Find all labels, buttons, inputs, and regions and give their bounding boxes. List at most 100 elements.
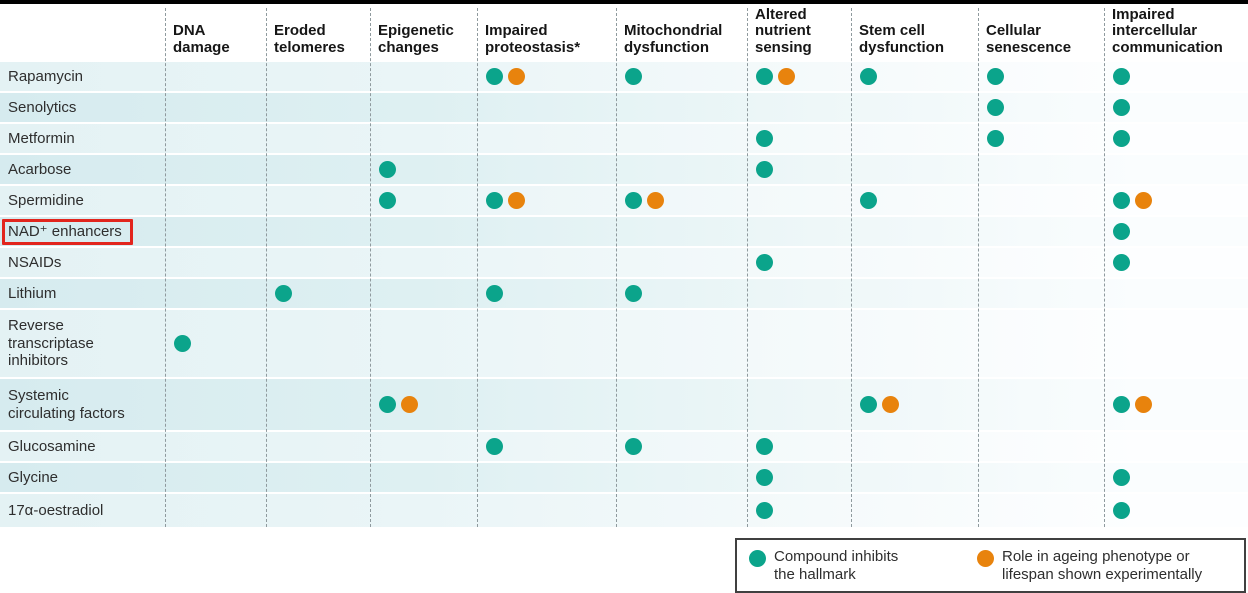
cell-metformin-impaired-proteostasis	[477, 124, 616, 153]
column-separator	[165, 8, 166, 527]
cell-glycine-stem-cell-dysfunction	[851, 463, 978, 492]
cell-17-oestradiol-eroded-telomeres	[266, 494, 370, 527]
cell-senolytics-eroded-telomeres	[266, 93, 370, 122]
cell-reverse-transcriptase-inhibitors-eroded-telomeres	[266, 310, 370, 377]
column-header-eroded-telomeres: Eroded telomeres	[274, 22, 345, 57]
row-nad-enhancers: NAD⁺ enhancers	[0, 217, 1248, 246]
orange-dot-icon	[1135, 396, 1152, 413]
cell-reverse-transcriptase-inhibitors-impaired-intercellular-communication	[1104, 310, 1248, 377]
cell-lithium-dna-damage	[165, 279, 266, 308]
cell-systemic-circulating-factors-altered-nutrient-sensing	[747, 379, 851, 430]
teal-dot-icon	[756, 438, 773, 455]
cell-senolytics-cellular-senescence	[978, 93, 1104, 122]
row-label: 17α-oestradiol	[0, 494, 165, 527]
teal-dot-icon	[379, 161, 396, 178]
cell-spermidine-stem-cell-dysfunction	[851, 186, 978, 215]
cell-spermidine-impaired-intercellular-communication	[1104, 186, 1248, 215]
teal-dot-icon	[379, 396, 396, 413]
row-label-text: Lithium	[8, 284, 57, 302]
row-acarbose: Acarbose	[0, 155, 1248, 184]
cell-reverse-transcriptase-inhibitors-altered-nutrient-sensing	[747, 310, 851, 377]
teal-dot-icon	[174, 335, 191, 352]
cell-glycine-altered-nutrient-sensing	[747, 463, 851, 492]
row-spermidine: Spermidine	[0, 186, 1248, 215]
cell-rapamycin-dna-damage	[165, 62, 266, 91]
cell-glycine-impaired-proteostasis	[477, 463, 616, 492]
cell-systemic-circulating-factors-dna-damage	[165, 379, 266, 430]
teal-dot-icon	[625, 285, 642, 302]
row-label: Lithium	[0, 279, 165, 308]
orange-dot-icon	[508, 192, 525, 209]
teal-dot-icon	[756, 161, 773, 178]
row-metformin: Metformin	[0, 124, 1248, 153]
column-header-altered-nutrient-sensing: Altered nutrient sensing	[755, 5, 812, 57]
column-header-impaired-proteostasis: Impaired proteostasis*	[485, 22, 581, 57]
cell-rapamycin-altered-nutrient-sensing	[747, 62, 851, 91]
teal-dot-icon	[860, 68, 877, 85]
cell-metformin-eroded-telomeres	[266, 124, 370, 153]
cell-metformin-altered-nutrient-sensing	[747, 124, 851, 153]
cell-nsaids-impaired-intercellular-communication	[1104, 248, 1248, 277]
orange-dot-icon	[882, 396, 899, 413]
row-label-text: Glucosamine	[8, 437, 96, 455]
cell-rapamycin-epigenetic-changes	[370, 62, 477, 91]
cell-lithium-altered-nutrient-sensing	[747, 279, 851, 308]
row-label: Glycine	[0, 463, 165, 492]
teal-dot-icon	[756, 502, 773, 519]
cell-rapamycin-stem-cell-dysfunction	[851, 62, 978, 91]
row-lithium: Lithium	[0, 279, 1248, 308]
row-label: NSAIDs	[0, 248, 165, 277]
cell-senolytics-impaired-proteostasis	[477, 93, 616, 122]
cell-spermidine-cellular-senescence	[978, 186, 1104, 215]
row-17-oestradiol: 17α-oestradiol	[0, 494, 1248, 527]
cell-glucosamine-impaired-intercellular-communication	[1104, 432, 1248, 461]
orange-dot-icon	[508, 68, 525, 85]
cell-glucosamine-epigenetic-changes	[370, 432, 477, 461]
teal-dot-icon	[1113, 99, 1130, 116]
cell-senolytics-dna-damage	[165, 93, 266, 122]
cell-nsaids-altered-nutrient-sensing	[747, 248, 851, 277]
legend-label-inhibits: Compound inhibits the hallmark	[774, 547, 899, 583]
teal-dot-icon	[625, 68, 642, 85]
cell-nsaids-dna-damage	[165, 248, 266, 277]
cell-17-oestradiol-mitochondrial-dysfunction	[616, 494, 747, 527]
row-label-text: NAD⁺ enhancers	[8, 222, 122, 240]
cell-metformin-cellular-senescence	[978, 124, 1104, 153]
teal-dot-icon	[756, 68, 773, 85]
row-label-text: Metformin	[8, 129, 75, 147]
legend-item-inhibits: Compound inhibits the hallmark	[749, 548, 977, 584]
cell-systemic-circulating-factors-impaired-intercellular-communication	[1104, 379, 1248, 430]
cell-nsaids-mitochondrial-dysfunction	[616, 248, 747, 277]
teal-dot-icon	[275, 285, 292, 302]
row-label-text: 17α-oestradiol	[8, 501, 104, 519]
cell-reverse-transcriptase-inhibitors-mitochondrial-dysfunction	[616, 310, 747, 377]
row-label-text: Senolytics	[8, 98, 77, 116]
teal-dot-icon	[1113, 396, 1130, 413]
row-label: Rapamycin	[0, 62, 165, 91]
row-label-text: NSAIDs	[8, 253, 62, 271]
cell-senolytics-mitochondrial-dysfunction	[616, 93, 747, 122]
cell-metformin-stem-cell-dysfunction	[851, 124, 978, 153]
column-header-stem-cell-dysfunction: Stem cell dysfunction	[859, 22, 944, 57]
teal-dot-icon	[756, 469, 773, 486]
cell-nad-enhancers-impaired-proteostasis	[477, 217, 616, 246]
teal-dot-icon	[625, 438, 642, 455]
cell-metformin-impaired-intercellular-communication	[1104, 124, 1248, 153]
legend: Compound inhibits the hallmark Role in a…	[735, 538, 1246, 593]
cell-acarbose-impaired-proteostasis	[477, 155, 616, 184]
cell-nsaids-epigenetic-changes	[370, 248, 477, 277]
cell-17-oestradiol-impaired-intercellular-communication	[1104, 494, 1248, 527]
cell-nad-enhancers-eroded-telomeres	[266, 217, 370, 246]
cell-rapamycin-mitochondrial-dysfunction	[616, 62, 747, 91]
cell-glycine-mitochondrial-dysfunction	[616, 463, 747, 492]
cell-glycine-epigenetic-changes	[370, 463, 477, 492]
orange-dot-icon	[401, 396, 418, 413]
row-label-text: Glycine	[8, 468, 59, 486]
orange-dot-icon	[977, 549, 994, 567]
row-systemic-circulating-factors: Systemic circulating factors	[0, 379, 1248, 430]
cell-spermidine-impaired-proteostasis	[477, 186, 616, 215]
cell-systemic-circulating-factors-impaired-proteostasis	[477, 379, 616, 430]
cell-nad-enhancers-dna-damage	[165, 217, 266, 246]
row-label: Glucosamine	[0, 432, 165, 461]
cell-spermidine-mitochondrial-dysfunction	[616, 186, 747, 215]
